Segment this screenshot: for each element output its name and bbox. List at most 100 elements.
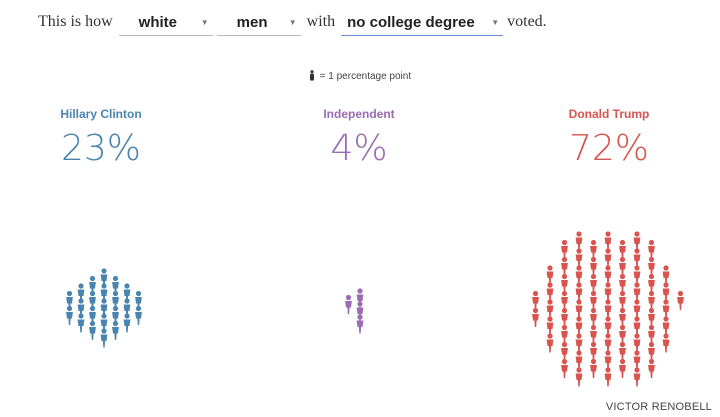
person-icon-trump (590, 341, 597, 361)
candidate-percent-trump: 72% (568, 128, 649, 169)
person-icon-clinton (77, 298, 85, 318)
person-icon-trump (633, 316, 641, 336)
person-icon-clinton (66, 290, 73, 310)
person-icon-trump (648, 239, 655, 259)
person-icon (309, 70, 314, 81)
person-icon-clinton (89, 275, 96, 295)
person-icon-clinton (112, 320, 119, 340)
person-icon-trump (604, 350, 612, 370)
person-icon-clinton (89, 320, 96, 340)
person-icon-clinton (89, 290, 96, 310)
race-dropdown[interactable]: white ▼ (118, 10, 213, 36)
person-icon-trump (532, 290, 539, 310)
sentence-suffix: voted. (507, 13, 547, 30)
filter-sentence: This is how white ▼ men ▼ with no colleg… (38, 8, 547, 36)
person-icon-trump (590, 290, 597, 310)
person-icon-trump (619, 358, 626, 378)
person-icon-trump (604, 265, 612, 285)
person-icon-trump (604, 299, 612, 319)
photo-credit: VICTOR RENOBELL (603, 401, 714, 413)
person-icon-trump (561, 239, 568, 259)
legend: = 1 percentage point (0, 70, 720, 82)
education-dropdown[interactable]: no college degree ▼ (341, 10, 504, 36)
person-icon-clinton (135, 305, 142, 325)
person-icon-trump (604, 333, 612, 353)
person-icon-clinton (89, 305, 96, 325)
candidate-name-clinton: Hillary Clinton (60, 107, 142, 121)
person-icon-trump (633, 350, 641, 370)
person-icon-independent (356, 288, 364, 308)
sentence-prefix: This is how (38, 13, 113, 30)
person-icon-trump (619, 273, 626, 293)
person-icon-clinton (66, 305, 73, 325)
person-icon-trump (604, 367, 612, 387)
person-icon-trump (662, 282, 670, 302)
person-icon-trump (575, 282, 583, 302)
person-icon-trump (546, 265, 554, 285)
person-icon-trump (590, 256, 597, 276)
person-icon-clinton (100, 298, 108, 318)
person-icon-trump (633, 231, 641, 251)
person-icon-trump (532, 307, 539, 327)
person-icon-clinton (112, 305, 119, 325)
person-icon-trump (546, 333, 554, 353)
person-icon-trump (677, 290, 684, 310)
person-icon-trump (633, 367, 641, 387)
person-icon-trump (575, 248, 583, 268)
person-icon-trump (619, 239, 626, 259)
person-icon-trump (575, 367, 583, 387)
person-icon-clinton (112, 290, 119, 310)
person-icon-trump (561, 256, 568, 276)
candidate-name-independent: Independent (323, 107, 395, 121)
person-icon-clinton (100, 268, 108, 288)
person-icon-trump (648, 273, 655, 293)
person-icon-clinton (135, 290, 142, 310)
person-icon-trump (633, 265, 641, 285)
person-icon-trump (575, 299, 583, 319)
person-icon-trump (604, 231, 612, 251)
person-icon-independent (356, 314, 364, 334)
person-icon-trump (619, 290, 626, 310)
candidate-percent-clinton: 23% (60, 128, 141, 169)
person-icon-trump (561, 307, 568, 327)
person-icon-clinton (123, 313, 131, 333)
person-icon-trump (633, 282, 641, 302)
person-icon-trump (633, 299, 641, 319)
person-icon-trump (648, 290, 655, 310)
person-icon-trump (590, 358, 597, 378)
education-dropdown-value: no college degree (347, 14, 475, 31)
person-icon-trump (619, 307, 626, 327)
person-icon-trump (546, 316, 554, 336)
person-icon-clinton (123, 298, 131, 318)
person-icon-clinton (100, 283, 108, 303)
person-icon-trump (561, 273, 568, 293)
person-icon-trump (648, 341, 655, 361)
chevron-down-icon: ▼ (200, 18, 209, 27)
person-icon-independent (356, 301, 364, 321)
person-icon-trump (662, 316, 670, 336)
person-icon-trump (662, 265, 670, 285)
person-icon-trump (561, 324, 568, 344)
person-icon-trump (575, 231, 583, 251)
person-icon-trump (648, 256, 655, 276)
person-icon-clinton (77, 283, 85, 303)
person-icon-clinton (100, 328, 108, 348)
person-icon-trump (619, 324, 626, 344)
gender-dropdown[interactable]: men ▼ (216, 10, 301, 36)
legend-label: = 1 percentage point (319, 71, 412, 82)
chevron-down-icon: ▼ (491, 18, 500, 27)
person-icon-trump (662, 299, 670, 319)
person-icon-trump (604, 248, 612, 268)
person-icon-trump (575, 316, 583, 336)
person-icon-trump (619, 256, 626, 276)
person-icon-trump (575, 350, 583, 370)
candidate-percent-independent: 4% (330, 128, 388, 169)
sentence-connector: with (306, 13, 336, 30)
person-icon-trump (633, 333, 641, 353)
person-icon-trump (590, 307, 597, 327)
person-icon-trump (590, 273, 597, 293)
person-icon-trump (633, 248, 641, 268)
person-icon-clinton (100, 313, 108, 333)
person-icon-trump (648, 358, 655, 378)
person-icon-trump (546, 299, 554, 319)
